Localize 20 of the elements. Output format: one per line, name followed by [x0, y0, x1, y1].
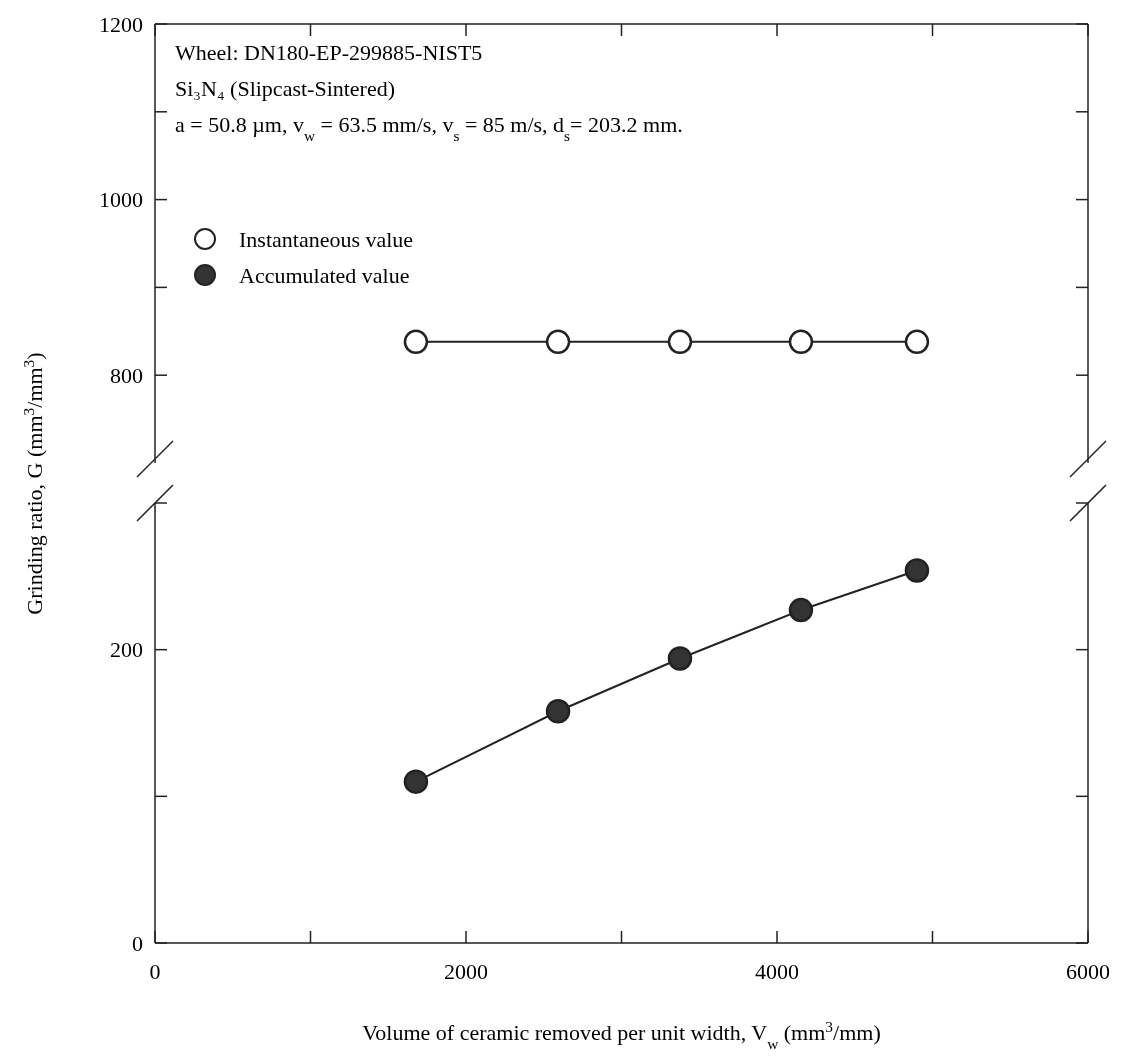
legend-label: Instantaneous value — [239, 226, 414, 252]
y-tick-label: 0 — [132, 930, 143, 956]
point — [667, 646, 693, 671]
annotation: Si₃N₄ (Slipcast-Sintered) — [175, 76, 396, 101]
point — [403, 769, 429, 794]
x-tick-label: 4000 — [755, 959, 799, 984]
y-tick-label: 1000 — [99, 187, 143, 213]
point — [788, 597, 814, 623]
annotation: Wheel: DN180-EP-299885-NIST5 — [175, 40, 483, 65]
y-tick-label: 200 — [110, 637, 143, 663]
x-tick-label: 6000 — [1066, 959, 1110, 984]
x-tick-label: 2000 — [444, 959, 488, 984]
x-tick-label: 0 — [149, 959, 161, 984]
y-tick-label: 800 — [110, 362, 143, 388]
point — [904, 558, 930, 583]
point — [545, 699, 571, 724]
annotation: a = 50.8 µm, v$_{w}$ = 63.5 mm/s, v$_{s}$ = 85 m/s, d$_{s}$= 203.2 mm. — [175, 112, 683, 144]
text: Accumulated value — [239, 262, 410, 288]
x-axis-title: Volume of ceramic removed per unit width, V$_{w}$ (mm$^{3}$/mm) — [362, 1017, 881, 1052]
y-tick-label: 1200 — [99, 11, 143, 37]
